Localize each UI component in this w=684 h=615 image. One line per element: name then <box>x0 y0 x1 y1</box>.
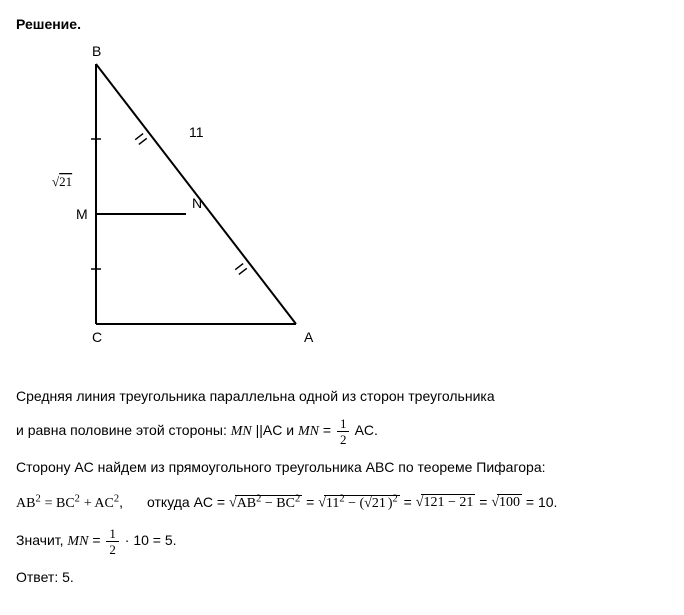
svg-text:C: C <box>92 329 102 345</box>
sqrt-3: √121 − 21 <box>416 492 476 514</box>
svg-text:M: M <box>76 206 88 222</box>
mn-symbol: MN <box>298 425 319 440</box>
text-frag: = <box>92 532 104 548</box>
sqrt-4: √100 <box>491 492 522 514</box>
answer-line: Ответ: 5. <box>16 566 668 588</box>
formula-row: AB2 = BC2 + AC2, откуда AC = √AB2 − BC2 … <box>16 491 668 515</box>
svg-text:11: 11 <box>189 124 204 140</box>
denominator: 2 <box>106 542 119 556</box>
ab-sq: AB2 <box>16 496 41 511</box>
text-frag: = <box>323 423 335 439</box>
text-frag: · 10 = 5. <box>125 532 177 548</box>
derivation: откуда AC = √AB2 − BC2 = √112 − (√21)2 =… <box>147 491 557 515</box>
text-frag: и равна половине этой стороны: <box>16 423 231 439</box>
fraction-half: 1 2 <box>337 417 350 446</box>
triangle-diagram: B C A M N √21 11 <box>36 44 668 357</box>
sqrt-2: √112 − (√21)2 <box>318 491 400 515</box>
paragraph-2: и равна половине этой стороны: MN ||AC и… <box>16 417 668 446</box>
svg-text:√21: √21 <box>52 174 72 189</box>
where-text: откуда AC = <box>147 494 229 510</box>
text-frag: ||AC и <box>256 423 298 439</box>
text-frag: AC. <box>355 423 378 439</box>
pythagoras-lhs: AB2 = BC2 + AC2, <box>16 491 123 515</box>
numerator: 1 <box>106 527 119 542</box>
result-10: = 10. <box>522 494 557 510</box>
solution-heading: Решение. <box>16 16 668 32</box>
mn-symbol: MN <box>67 534 88 549</box>
bc-sq: = BC2 <box>45 496 80 511</box>
mn-symbol: MN <box>231 425 252 440</box>
svg-text:B: B <box>92 44 101 59</box>
paragraph-3: Сторону AC найдем из прямоугольного треу… <box>16 456 668 478</box>
fraction-half: 1 2 <box>106 527 119 556</box>
numerator: 1 <box>337 417 350 432</box>
ac-sq: + AC2 <box>84 496 119 511</box>
paragraph-1: Средняя линия треугольника параллельна о… <box>16 385 668 407</box>
sqrt-1: √AB2 − BC2 <box>229 491 302 515</box>
comma: , <box>119 494 123 510</box>
text-frag: Значит, <box>16 532 67 548</box>
paragraph-5: Значит, MN = 1 2 · 10 = 5. <box>16 527 668 556</box>
svg-text:A: A <box>304 329 314 345</box>
svg-text:N: N <box>192 195 202 211</box>
denominator: 2 <box>337 432 350 446</box>
